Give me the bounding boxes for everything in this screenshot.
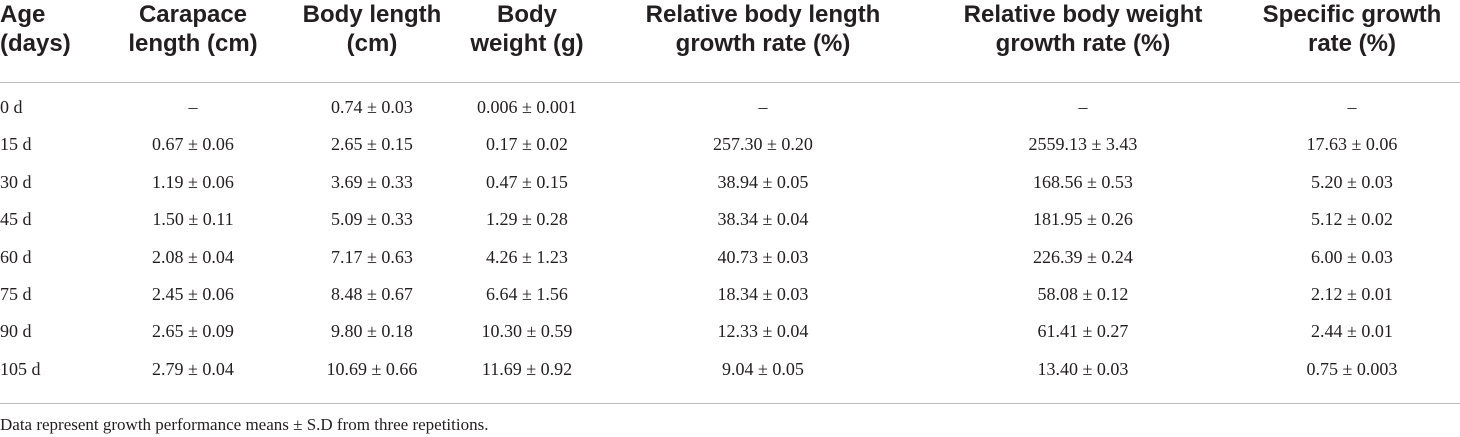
- table-cell: 0.67 ± 0.06: [152, 134, 234, 155]
- table-cell: 2.12 ± 0.01: [1311, 284, 1393, 304]
- table-cell: 181.95 ± 0.26: [1033, 209, 1133, 230]
- table-cell: 2.65 ± 0.09: [152, 321, 234, 342]
- table-cell: 168.56 ± 0.53: [1033, 171, 1133, 192]
- table-cell: 1.50 ± 0.11: [152, 209, 234, 230]
- table-cell: 10.30 ± 0.59: [481, 321, 573, 342]
- table-cell: 6.00 ± 0.03: [1311, 246, 1393, 267]
- column-header: Body weight (g): [470, 1, 584, 57]
- column-header: Body length (cm): [302, 1, 442, 57]
- table-cell: 0.006 ± 0.001: [477, 97, 577, 117]
- table-cell: 13.40 ± 0.03: [1037, 358, 1129, 379]
- table-cell: 38.34 ± 0.04: [717, 209, 809, 230]
- table-cell: 1.29 ± 0.28: [486, 209, 568, 230]
- table-cell: 8.48 ± 0.67: [331, 284, 413, 304]
- table-cell: 9.80 ± 0.18: [331, 321, 413, 342]
- table-cell: 2.08 ± 0.04: [152, 246, 234, 267]
- table-cell: –: [758, 97, 768, 117]
- footnote: Data represent growth performance means …: [0, 415, 489, 434]
- table-cell: 4.26 ± 1.23: [486, 246, 568, 267]
- table-cell: 38.94 ± 0.05: [717, 171, 809, 192]
- table-cell: 0.75 ± 0.003: [1306, 358, 1398, 379]
- table-cell: 30 d: [0, 171, 32, 192]
- table-cell: 7.17 ± 0.63: [331, 246, 413, 267]
- table-cell: 2.79 ± 0.04: [152, 358, 234, 379]
- table-cell: 10.69 ± 0.66: [326, 358, 418, 379]
- table-cell: 17.63 ± 0.06: [1306, 134, 1398, 155]
- table-cell: 90 d: [0, 321, 32, 342]
- column-header: Relative body weight growth rate (%): [963, 1, 1203, 57]
- table-cell: 0.74 ± 0.03: [331, 97, 413, 117]
- table-cell: 12.33 ± 0.04: [717, 321, 809, 342]
- table-cell: 257.30 ± 0.20: [713, 134, 813, 155]
- table-cell: 15 d: [0, 134, 32, 155]
- table-cell: –: [1078, 97, 1088, 117]
- table-cell: 105 d: [0, 358, 41, 379]
- table-cell: 9.04 ± 0.05: [722, 358, 804, 379]
- table-cell: 2.65 ± 0.15: [331, 134, 413, 155]
- column-header: Relative body length growth rate (%): [645, 1, 881, 57]
- table-cell: –: [1347, 97, 1357, 117]
- table-cell: –: [188, 97, 198, 117]
- table-cell: 226.39 ± 0.24: [1033, 246, 1133, 267]
- table-cell: 2559.13 ± 3.43: [1028, 134, 1138, 155]
- table-cell: 6.64 ± 1.56: [486, 284, 568, 304]
- table-cell: 2.45 ± 0.06: [152, 284, 234, 304]
- table-cell: 5.12 ± 0.02: [1311, 209, 1393, 230]
- table-cell: 3.69 ± 0.33: [331, 171, 413, 192]
- table-cell: 40.73 ± 0.03: [717, 246, 809, 267]
- table-cell: 61.41 ± 0.27: [1037, 321, 1129, 342]
- table-cell: 5.20 ± 0.03: [1311, 171, 1393, 192]
- table-cell: 0.47 ± 0.15: [486, 171, 568, 192]
- table-cell: 58.08 ± 0.12: [1037, 284, 1129, 304]
- column-header: Age (days): [0, 1, 71, 57]
- table-cell: 18.34 ± 0.03: [717, 284, 809, 304]
- table-cell: 2.44 ± 0.01: [1311, 321, 1393, 342]
- table-cell: 11.69 ± 0.92: [481, 358, 573, 379]
- column-header: Specific growth rate (%): [1262, 1, 1442, 57]
- table-cell: 0 d: [0, 97, 23, 117]
- bottom-rule: [0, 403, 1460, 404]
- table-cell: 75 d: [0, 284, 32, 304]
- table-cell: 1.19 ± 0.06: [152, 171, 234, 192]
- table-cell: 5.09 ± 0.33: [331, 209, 413, 230]
- table-cell: 0.17 ± 0.02: [486, 134, 568, 155]
- table-cell: 60 d: [0, 246, 32, 267]
- header-rule: [0, 82, 1460, 83]
- table-cell: 45 d: [0, 209, 32, 230]
- column-header: Carapace length (cm): [128, 1, 258, 57]
